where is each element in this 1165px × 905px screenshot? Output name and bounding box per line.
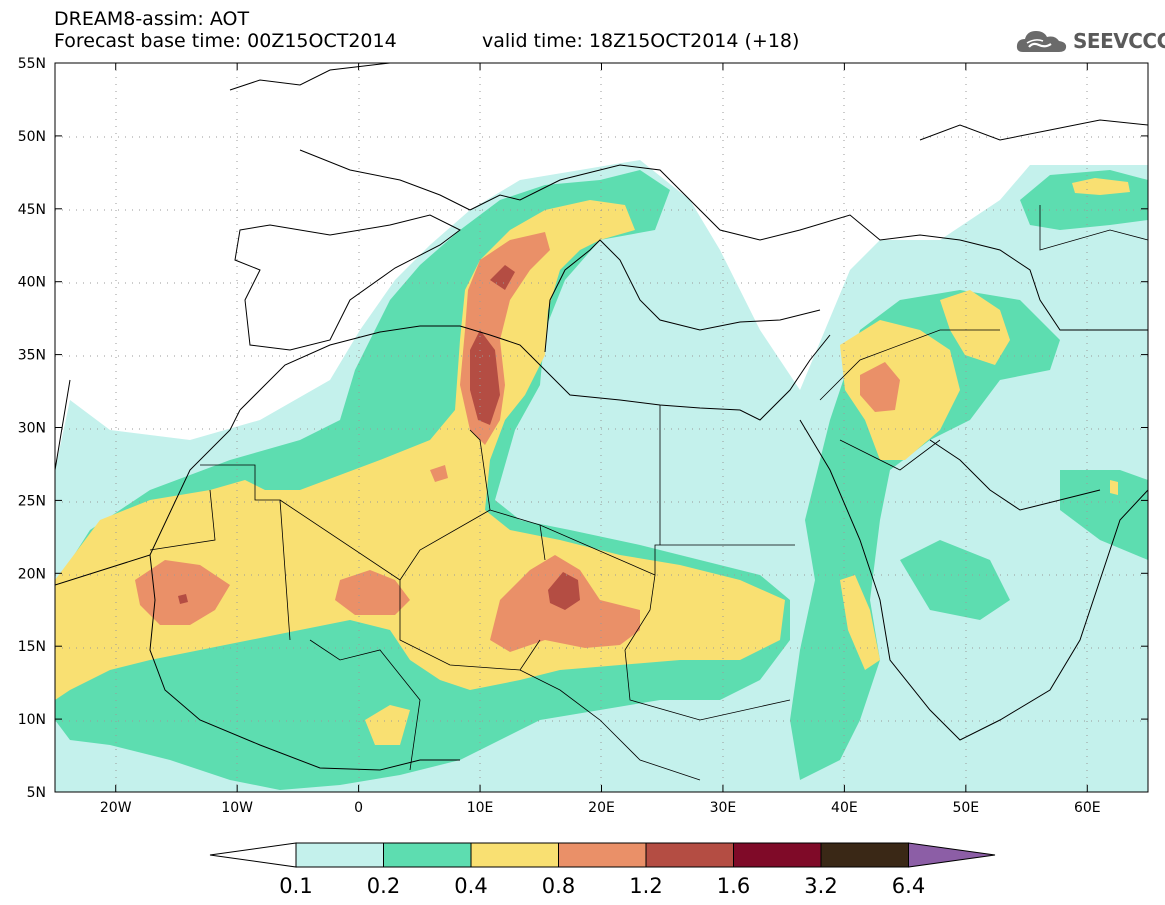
lon-label-30E: 30E [710, 800, 737, 816]
lat-label-40N: 40N [18, 275, 46, 291]
lon-label-10W: 10W [221, 800, 253, 816]
borders [149, 205, 1148, 781]
legend-swatch [558, 842, 647, 868]
aot-field [55, 63, 1148, 792]
lon-label-20W: 20W [100, 800, 132, 816]
lon-label-40E: 40E [831, 800, 858, 816]
legend-tick-label: 0.8 [542, 874, 575, 898]
aot-level-0.8 [135, 232, 900, 652]
lat-label-5N: 5N [27, 785, 46, 801]
lat-label-30N: 30N [18, 421, 46, 437]
cloud-icon [1016, 31, 1067, 52]
lat-label-55N: 55N [18, 56, 46, 72]
map-title: DREAM8-assim: AOT [54, 8, 250, 30]
longitude-labels: 20W 10W 0 10E 20E 30E 40E 50E 60E [100, 800, 1101, 816]
lat-label-20N: 20N [18, 566, 46, 582]
legend-swatch [645, 842, 734, 868]
legend-tick-label: 1.2 [629, 874, 662, 898]
valid-time: valid time: 18Z15OCT2014 (+18) [482, 30, 800, 52]
axis-ticks [55, 62, 1148, 793]
lat-label-50N: 50N [18, 129, 46, 145]
legend-swatch [733, 842, 822, 868]
legend-swatch [470, 842, 559, 868]
latitude-labels: 55N 50N 45N 40N 35N 30N 25N 20N 15N 10N 5N [18, 56, 46, 801]
legend-swatch [383, 842, 472, 868]
graticule [55, 63, 1148, 792]
legend-tick-label: 0.1 [279, 874, 312, 898]
colorbar-legend: 0.1 0.2 0.4 0.8 1.2 1.6 3.2 6.4 [209, 842, 996, 898]
lat-label-45N: 45N [18, 202, 46, 218]
lat-label-25N: 25N [18, 493, 46, 509]
lat-label-35N: 35N [18, 348, 46, 364]
lon-label-50E: 50E [952, 800, 979, 816]
lat-label-15N: 15N [18, 639, 46, 655]
legend-tick-label: 1.6 [717, 874, 750, 898]
lon-label-10E: 10E [467, 800, 494, 816]
legend-swatch [820, 842, 909, 868]
legend-tick-label: 0.2 [367, 874, 400, 898]
legend-tick-label: 0.4 [454, 874, 487, 898]
coastlines [55, 63, 1148, 771]
seevccc-logo: SEEVCCC [1015, 24, 1165, 58]
legend-arrow-low [209, 842, 297, 868]
lat-label-10N: 10N [18, 712, 46, 728]
lon-label-0: 0 [354, 800, 363, 816]
legend-arrow-high [908, 842, 996, 868]
lon-label-20E: 20E [588, 800, 615, 816]
lon-label-60E: 60E [1074, 800, 1101, 816]
aot-level-1.2 [178, 265, 580, 610]
legend-tick-label: 3.2 [804, 874, 837, 898]
logo-text: SEEVCCC [1073, 29, 1165, 53]
legend-swatch [295, 842, 384, 868]
legend-tick-label: 6.4 [892, 874, 925, 898]
forecast-base-time: Forecast base time: 00Z15OCT2014 [54, 30, 397, 52]
